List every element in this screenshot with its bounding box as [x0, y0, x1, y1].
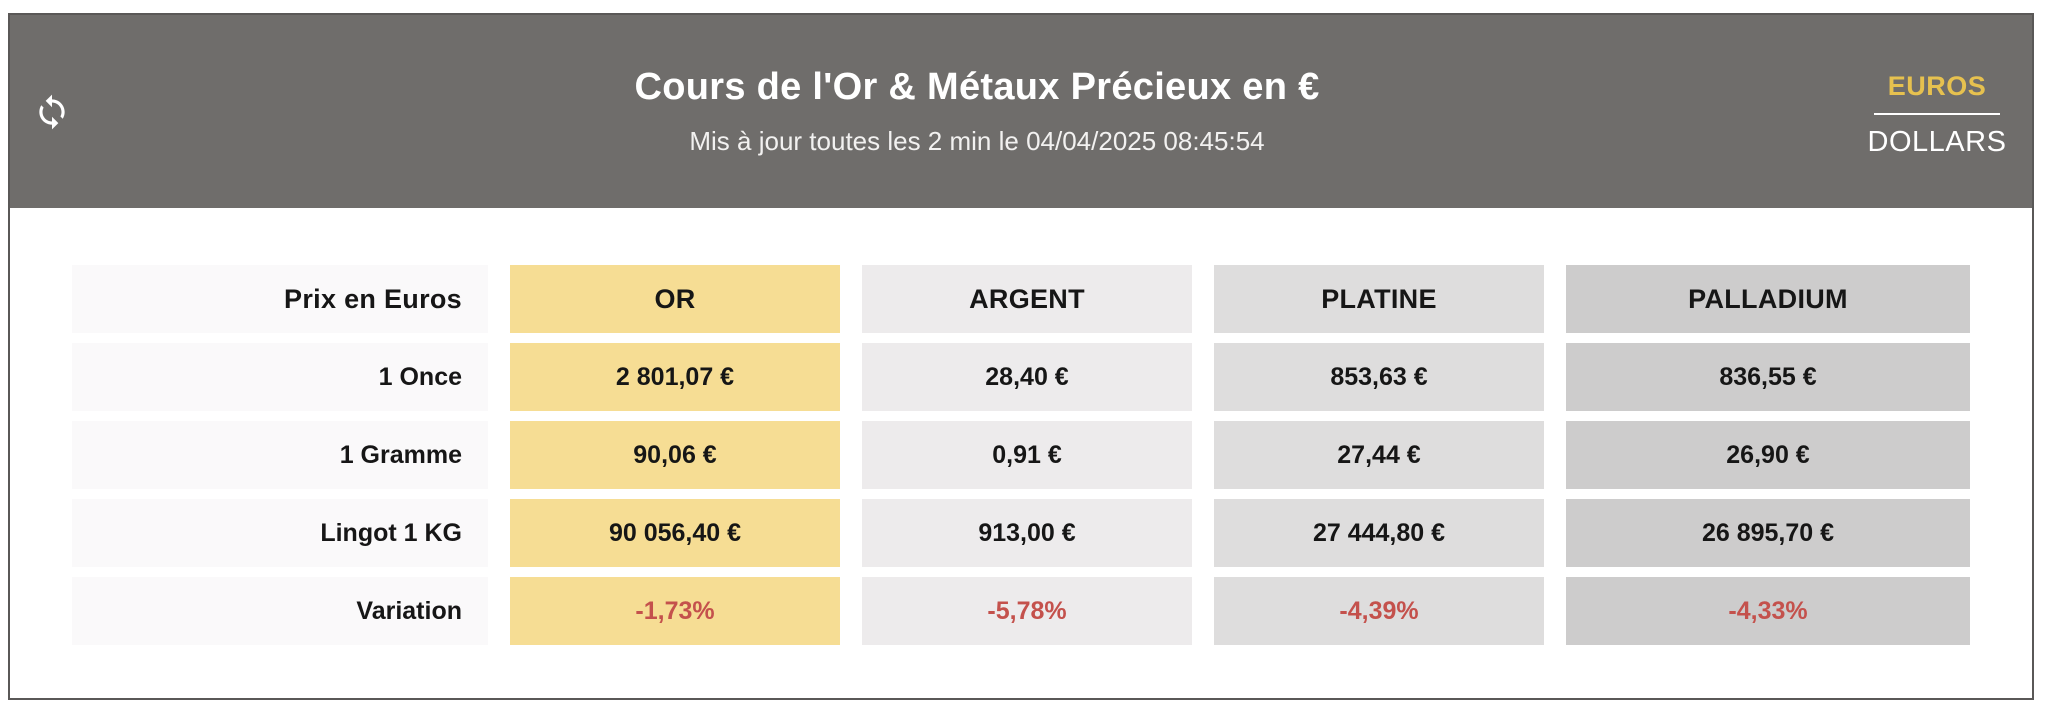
refresh-icon — [33, 93, 71, 134]
row-label: 1 Once — [72, 343, 488, 411]
variation-cell: -4,39% — [1214, 577, 1544, 645]
variation-cell: -1,73% — [510, 577, 840, 645]
value-cell: 90 056,40 € — [510, 499, 840, 567]
table-row-lingot: Lingot 1 KG 90 056,40 € 913,00 € 27 444,… — [72, 499, 2032, 567]
column-header-palladium: PALLADIUM — [1566, 265, 1970, 333]
currency-option-euros[interactable]: EUROS — [1887, 71, 1987, 101]
variation-cell: -5,78% — [862, 577, 1192, 645]
currency-toggle: EUROS DOLLARS — [1864, 71, 2010, 159]
last-update-text: Mis à jour toutes les 2 min le 04/04/202… — [689, 126, 1265, 156]
table-row-once: 1 Once 2 801,07 € 28,40 € 853,63 € 836,5… — [72, 343, 2032, 411]
value-cell: 0,91 € — [862, 421, 1192, 489]
column-header-argent: ARGENT — [862, 265, 1192, 333]
row-label: Variation — [72, 577, 488, 645]
column-header-or: OR — [510, 265, 840, 333]
value-cell: 836,55 € — [1566, 343, 1970, 411]
row-label: 1 Gramme — [72, 421, 488, 489]
value-cell: 26 895,70 € — [1566, 499, 1970, 567]
value-cell: 913,00 € — [862, 499, 1192, 567]
variation-cell: -4,33% — [1566, 577, 1970, 645]
table-row-gramme: 1 Gramme 90,06 € 0,91 € 27,44 € 26,90 € — [72, 421, 2032, 489]
price-table: Prix en Euros OR ARGENT PLATINE PALLADIU… — [10, 208, 2032, 645]
value-cell: 853,63 € — [1214, 343, 1544, 411]
value-cell: 27 444,80 € — [1214, 499, 1544, 567]
value-cell: 90,06 € — [510, 421, 840, 489]
widget-header: Cours de l'Or & Métaux Précieux en € Mis… — [10, 15, 2032, 208]
value-cell: 26,90 € — [1566, 421, 1970, 489]
value-cell: 2 801,07 € — [510, 343, 840, 411]
row-label: Lingot 1 KG — [72, 499, 488, 567]
table-header-row: Prix en Euros OR ARGENT PLATINE PALLADIU… — [72, 265, 2032, 333]
value-cell: 27,44 € — [1214, 421, 1544, 489]
gold-price-widget: Cours de l'Or & Métaux Précieux en € Mis… — [8, 13, 2034, 700]
value-cell: 28,40 € — [862, 343, 1192, 411]
corner-label: Prix en Euros — [72, 265, 488, 333]
column-header-platine: PLATINE — [1214, 265, 1544, 333]
currency-toggle-divider — [1874, 113, 2000, 115]
page-title: Cours de l'Or & Métaux Précieux en € — [634, 66, 1320, 108]
currency-option-dollars[interactable]: DOLLARS — [1867, 126, 2007, 158]
table-row-variation: Variation -1,73% -5,78% -4,39% -4,33% — [72, 577, 2032, 645]
refresh-button[interactable] — [30, 91, 74, 135]
